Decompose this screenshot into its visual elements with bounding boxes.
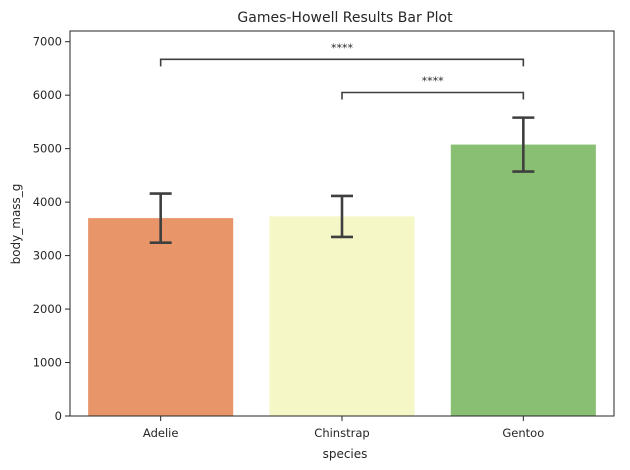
axes-frame bbox=[69, 30, 615, 417]
y-tick-label: 3000 bbox=[33, 249, 62, 263]
chart-title: Games-Howell Results Bar Plot bbox=[237, 10, 453, 26]
bar-chinstrap bbox=[269, 216, 415, 416]
significance-label: **** bbox=[331, 41, 354, 54]
x-tick-label: Chinstrap bbox=[314, 426, 369, 440]
x-tick-label: Gentoo bbox=[502, 426, 544, 440]
y-tick-label: 4000 bbox=[33, 195, 62, 209]
significance-annotations: **** **** bbox=[159, 41, 525, 100]
error-bar-gentoo bbox=[512, 116, 535, 173]
y-axis: 0 1000 2000 3000 4000 5000 6000 7000 bbox=[33, 35, 70, 423]
error-bar-adelie bbox=[149, 192, 172, 244]
bracket-line bbox=[341, 91, 525, 100]
error-bar-chinstrap bbox=[331, 194, 353, 239]
x-axis: Adelie Chinstrap Gentoo bbox=[143, 416, 544, 440]
y-axis-label: body_mass_g bbox=[9, 184, 23, 265]
y-tick-label: 2000 bbox=[33, 302, 62, 316]
bracket-line bbox=[159, 58, 525, 67]
bar-adelie bbox=[88, 218, 234, 416]
y-tick-label: 5000 bbox=[33, 142, 62, 156]
significance-bracket-2: **** bbox=[341, 74, 525, 100]
y-tick-label: 6000 bbox=[33, 88, 62, 102]
y-tick-label: 1000 bbox=[33, 356, 62, 370]
bar-gentoo bbox=[450, 144, 596, 416]
significance-label: **** bbox=[422, 74, 445, 87]
plot-area bbox=[88, 116, 596, 416]
y-tick-label: 7000 bbox=[33, 35, 62, 49]
significance-bracket-1: **** bbox=[159, 41, 525, 67]
x-axis-label: species bbox=[323, 447, 368, 461]
x-tick-label: Adelie bbox=[143, 426, 179, 440]
y-tick-label: 0 bbox=[55, 409, 62, 423]
